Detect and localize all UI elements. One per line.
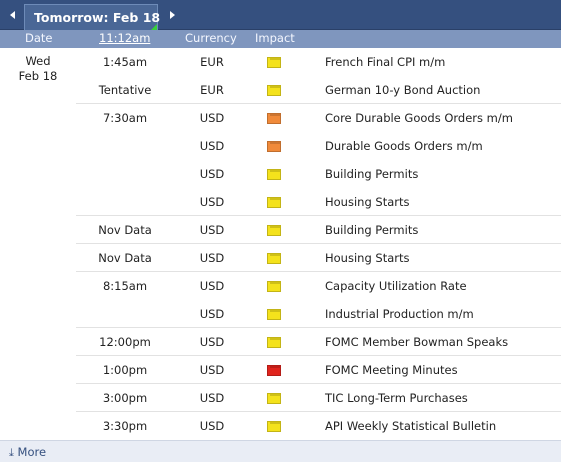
impact-folder-icon[interactable] bbox=[267, 57, 281, 68]
event-row[interactable]: USD Building Permits bbox=[0, 160, 561, 188]
triangle-right-icon bbox=[170, 11, 175, 19]
event-currency: USD bbox=[199, 139, 225, 153]
event-currency: USD bbox=[199, 335, 225, 349]
impact-folder-icon[interactable] bbox=[267, 169, 281, 180]
event-currency: USD bbox=[199, 419, 225, 433]
event-currency: USD bbox=[199, 279, 225, 293]
event-time: 7:30am bbox=[102, 111, 148, 125]
event-currency: USD bbox=[199, 167, 225, 181]
event-time: 1:00pm bbox=[102, 363, 148, 377]
column-header-currency: Currency bbox=[185, 31, 237, 45]
event-time: Nov Data bbox=[98, 251, 152, 265]
event-currency: USD bbox=[199, 195, 225, 209]
event-row[interactable]: 12:00pm USD FOMC Member Bowman Speaks bbox=[0, 328, 561, 356]
event-currency: USD bbox=[199, 391, 225, 405]
event-title[interactable]: French Final CPI m/m bbox=[325, 55, 446, 69]
event-row[interactable]: Nov Data USD Housing Starts bbox=[0, 244, 561, 272]
date-tab-label: Tomorrow: Feb 18 bbox=[34, 10, 161, 25]
event-row[interactable]: 3:30pm USD API Weekly Statistical Bullet… bbox=[0, 412, 561, 440]
event-time: 3:30pm bbox=[102, 419, 148, 433]
day-cell: Wed Feb 18 bbox=[0, 48, 76, 84]
event-row[interactable]: 7:30am USD Core Durable Goods Orders m/m bbox=[0, 104, 561, 132]
event-row[interactable]: Tentative EUR German 10-y Bond Auction bbox=[0, 76, 561, 104]
event-title[interactable]: Capacity Utilization Rate bbox=[325, 279, 467, 293]
event-time: 8:15am bbox=[102, 279, 148, 293]
corner-marker bbox=[151, 24, 157, 30]
column-header-impact: Impact bbox=[255, 31, 295, 45]
event-row[interactable]: 8:15am USD Capacity Utilization Rate bbox=[0, 272, 561, 300]
column-header-date: Date bbox=[25, 31, 53, 45]
event-title[interactable]: Durable Goods Orders m/m bbox=[325, 139, 483, 153]
impact-folder-icon[interactable] bbox=[267, 253, 281, 264]
column-headers: Date 11:12am Currency Impact bbox=[0, 30, 561, 48]
impact-folder-icon[interactable] bbox=[267, 365, 281, 376]
event-title[interactable]: Building Permits bbox=[325, 167, 419, 181]
events-table: 1:45am EUR French Final CPI m/m Tentativ… bbox=[0, 48, 561, 440]
event-row[interactable]: USD Industrial Production m/m bbox=[0, 300, 561, 328]
event-title[interactable]: FOMC Member Bowman Speaks bbox=[325, 335, 509, 349]
event-row[interactable]: Nov Data USD Building Permits bbox=[0, 216, 561, 244]
date-tab[interactable]: Tomorrow: Feb 18 bbox=[24, 4, 161, 30]
event-row[interactable]: USD Durable Goods Orders m/m bbox=[0, 132, 561, 160]
impact-folder-icon[interactable] bbox=[267, 85, 281, 96]
event-currency: EUR bbox=[200, 83, 224, 97]
event-title[interactable]: Industrial Production m/m bbox=[325, 307, 474, 321]
next-day-button[interactable] bbox=[162, 4, 182, 26]
event-row[interactable]: 3:00pm USD TIC Long-Term Purchases bbox=[0, 384, 561, 412]
impact-folder-icon[interactable] bbox=[267, 393, 281, 404]
event-title[interactable]: Housing Starts bbox=[325, 251, 410, 265]
event-title[interactable]: FOMC Meeting Minutes bbox=[325, 363, 458, 377]
event-row[interactable]: 1:00pm USD FOMC Meeting Minutes bbox=[0, 356, 561, 384]
event-currency: EUR bbox=[200, 55, 224, 69]
impact-folder-icon[interactable] bbox=[267, 337, 281, 348]
event-currency: USD bbox=[199, 111, 225, 125]
event-time: Tentative bbox=[98, 83, 152, 97]
event-time: 1:45am bbox=[102, 55, 148, 69]
event-time: 12:00pm bbox=[99, 335, 151, 349]
triangle-left-icon bbox=[10, 11, 15, 19]
impact-folder-icon[interactable] bbox=[267, 141, 281, 152]
event-row[interactable]: USD Housing Starts bbox=[0, 188, 561, 216]
impact-folder-icon[interactable] bbox=[267, 421, 281, 432]
impact-folder-icon[interactable] bbox=[267, 225, 281, 236]
event-title[interactable]: API Weekly Statistical Bulletin bbox=[325, 419, 497, 433]
event-currency: USD bbox=[199, 307, 225, 321]
event-currency: USD bbox=[199, 363, 225, 377]
impact-folder-icon[interactable] bbox=[267, 113, 281, 124]
event-row[interactable]: 1:45am EUR French Final CPI m/m bbox=[0, 48, 561, 76]
impact-folder-icon[interactable] bbox=[267, 309, 281, 320]
calendar-header-bar: Tomorrow: Feb 18 bbox=[0, 0, 561, 30]
impact-folder-icon[interactable] bbox=[267, 197, 281, 208]
event-time: Nov Data bbox=[98, 223, 152, 237]
event-title[interactable]: Building Permits bbox=[325, 223, 419, 237]
event-currency: USD bbox=[199, 251, 225, 265]
more-label: More bbox=[17, 445, 47, 459]
previous-day-button[interactable] bbox=[3, 4, 23, 26]
footer-bar: ⤓ More bbox=[0, 440, 561, 462]
event-title[interactable]: TIC Long-Term Purchases bbox=[325, 391, 468, 405]
download-arrow-icon: ⤓ bbox=[9, 446, 14, 459]
event-title[interactable]: Housing Starts bbox=[325, 195, 410, 209]
more-link[interactable]: ⤓ More bbox=[9, 445, 46, 460]
day-date: Feb 18 bbox=[18, 69, 58, 83]
event-currency: USD bbox=[199, 223, 225, 237]
event-title[interactable]: German 10-y Bond Auction bbox=[325, 83, 481, 97]
impact-folder-icon[interactable] bbox=[267, 281, 281, 292]
event-time: 3:00pm bbox=[102, 391, 148, 405]
day-weekday: Wed bbox=[25, 54, 51, 68]
event-title[interactable]: Core Durable Goods Orders m/m bbox=[325, 111, 513, 125]
column-header-time[interactable]: 11:12am bbox=[99, 31, 151, 45]
